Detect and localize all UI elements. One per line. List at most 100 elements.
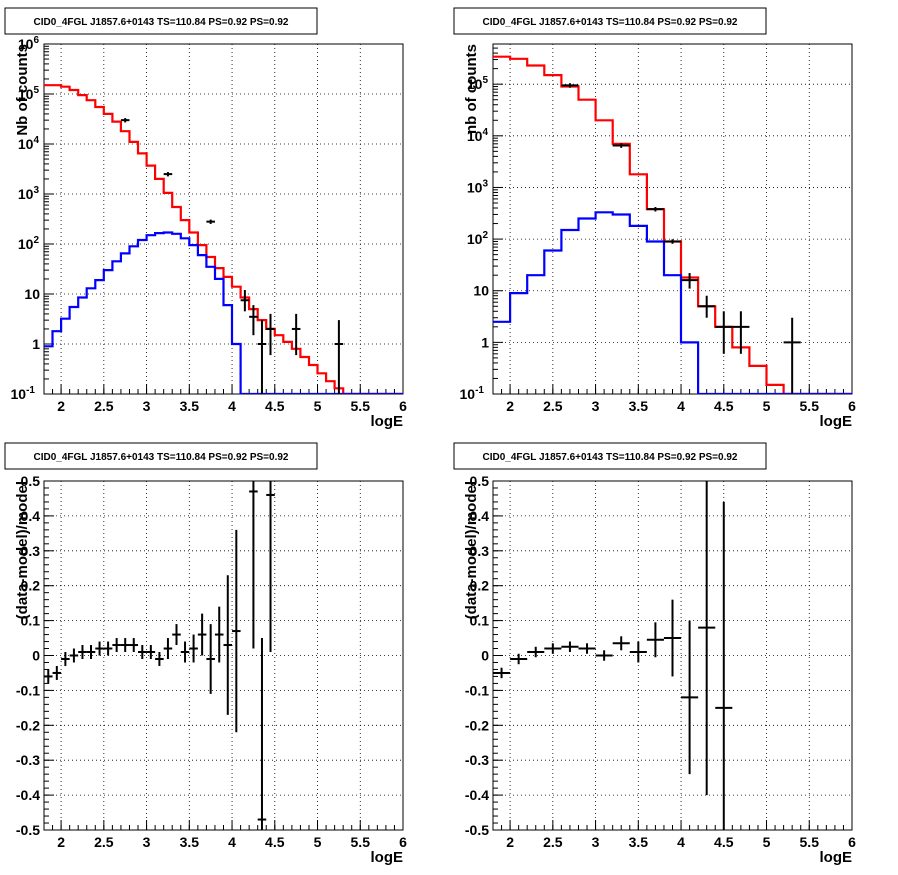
x-tick-label: 5.5 [800,834,820,850]
y-tick-label: 1 [32,336,40,352]
y-tick-label: 0.5 [470,473,490,489]
x-tick-label: 4 [677,834,685,850]
residual-point [493,667,511,679]
x-tick-label: 2 [506,834,514,850]
tick-exponent: 4 [33,135,39,146]
histogram-series-2 [44,231,403,394]
residual-point [172,624,181,646]
y-tick-label: 10-1 [460,385,485,402]
plot-area [44,84,403,394]
data-point [291,313,301,356]
x-tick-label: 2.5 [94,834,114,850]
x-axis-title: logE [371,849,404,866]
y-tick-label: -0.3 [16,752,40,768]
x-tick-label: 3 [143,834,151,850]
data-point [240,290,250,312]
residual-point [612,636,630,651]
y-tick-label: 0.1 [470,613,490,629]
y-tick-label: -0.2 [465,717,489,733]
tick-exponent: -1 [26,385,35,396]
residual-point [146,645,156,659]
chart-title: CID0_4FGL J1857.6+0143 TS=110.84 PS=0.92… [482,17,737,28]
chart-title: CID0_4FGL J1857.6+0143 TS=110.84 PS=0.92… [33,452,288,463]
residual-point [249,481,258,649]
residual-point [163,638,173,659]
residual-point [155,652,164,666]
chart-panel-3: CID0_4FGL J1857.6+0143 TS=110.84 PS=0.92… [4,442,407,866]
x-axis-title: logE [820,413,853,430]
chart-panel-4: CID0_4FGL J1857.6+0143 TS=110.84 PS=0.92… [453,442,856,866]
x-tick-label: 5 [763,834,771,850]
y-tick-label: 0 [32,648,40,664]
y-tick-label: 102 [467,230,489,247]
x-tick-label: 4.5 [714,398,734,414]
y-tick-label: -0.5 [16,822,40,838]
x-tick-label: 5.5 [351,834,371,850]
chart-panel-1: CID0_4FGL J1857.6+0143 TS=110.84 PS=0.92… [4,7,407,430]
plot-area [493,55,852,394]
tick-exponent: 3 [482,178,488,189]
plot-area [493,481,733,830]
y-tick-label: 0.2 [21,578,41,594]
residual-point [629,641,647,663]
x-tick-label: 5 [314,834,322,850]
residual-point [527,646,545,658]
histogram-series-1 [493,55,852,394]
residual-point [189,634,198,663]
histogram-series-1 [44,84,403,394]
residual-point [681,620,699,775]
y-tick-label: -0.4 [465,787,489,803]
histogram-series-2 [493,211,852,394]
x-tick-label: 3.5 [180,398,200,414]
x-tick-label: 3.5 [180,834,200,850]
x-tick-label: 5.5 [351,398,371,414]
x-tick-label: 3.5 [629,398,649,414]
y-tick-label: 0.3 [21,543,41,559]
y-tick-label: -0.2 [16,717,40,733]
residual-point [61,652,70,666]
y-tick-label: 104 [18,135,40,152]
plot-frame [43,480,404,831]
y-tick-label: 0.4 [21,508,41,524]
residual-point [206,624,215,694]
data-point [249,305,258,336]
residual-point [561,641,579,653]
y-tick-label: 0.5 [21,473,41,489]
plot-area [44,481,275,830]
x-tick-label: 2.5 [94,398,114,414]
residual-point [138,645,147,659]
residual-point [78,645,87,659]
data-point [783,317,801,394]
y-tick-label: -0.5 [465,822,489,838]
x-tick-label: 2 [57,834,65,850]
x-tick-label: 2.5 [543,834,563,850]
y-tick-label: -0.4 [16,787,40,803]
x-axis-title: logE [820,849,853,866]
data-point [257,320,267,394]
title-box [453,442,767,470]
residual-point [52,665,62,680]
x-tick-label: 4.5 [265,834,285,850]
chart-title: CID0_4FGL J1857.6+0143 TS=110.84 PS=0.92… [482,452,737,463]
data-point [698,295,716,318]
y-tick-label: -0.3 [465,752,489,768]
y-tick-label: 0.2 [470,578,490,594]
residual-point [663,599,682,677]
data-point [561,83,579,88]
residual-point [197,613,207,656]
y-axis-title: (data-model)/model [14,481,31,619]
x-tick-label: 6 [848,834,856,850]
title-box [4,7,318,35]
x-tick-label: 4 [677,398,685,414]
y-tick-label: 103 [467,178,489,195]
y-tick-label: 1 [481,334,489,350]
residual-point [214,606,224,663]
tick-exponent: 6 [33,35,39,46]
x-tick-label: 6 [399,834,407,850]
residual-point [266,481,275,653]
data-point [206,219,215,224]
tick-exponent: 2 [33,235,39,246]
x-tick-label: 2.5 [543,398,563,414]
data-point [646,207,664,212]
x-tick-label: 5.5 [800,398,820,414]
